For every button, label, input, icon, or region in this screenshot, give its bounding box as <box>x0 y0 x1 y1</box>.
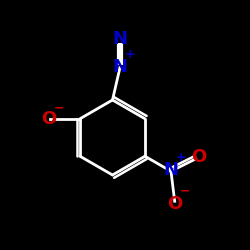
Text: N: N <box>164 161 178 179</box>
Text: −: − <box>180 185 190 198</box>
Text: O: O <box>167 195 182 213</box>
Text: +: + <box>176 151 186 164</box>
Text: O: O <box>191 148 206 166</box>
Text: O: O <box>41 110 56 128</box>
Text: N: N <box>112 58 128 76</box>
Text: +: + <box>125 48 135 62</box>
Text: N: N <box>112 30 128 48</box>
Text: −: − <box>54 101 64 114</box>
